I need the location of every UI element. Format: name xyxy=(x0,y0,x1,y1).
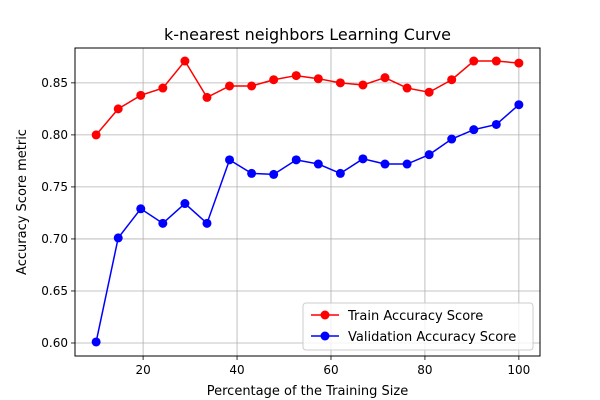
y-axis-label: Accuracy Score metric xyxy=(15,129,30,275)
train-accuracy-point xyxy=(402,83,412,93)
validation-accuracy-point xyxy=(158,218,168,228)
legend-box xyxy=(302,302,534,351)
validation-accuracy-point xyxy=(269,169,279,179)
validation-accuracy-point xyxy=(424,150,434,160)
y-tick-label: 0.80 xyxy=(41,128,68,142)
train-accuracy-point xyxy=(380,73,390,83)
y-tick-label: 0.85 xyxy=(41,76,68,90)
train-accuracy-point xyxy=(158,83,168,93)
plot-series xyxy=(91,56,524,347)
validation-accuracy-point xyxy=(447,134,457,144)
train-accuracy-point xyxy=(358,80,368,90)
chart-title: k-nearest neighbors Learning Curve xyxy=(164,25,451,44)
train-accuracy-point xyxy=(491,56,501,66)
validation-accuracy-point xyxy=(358,154,368,164)
x-tick-label: 100 xyxy=(507,363,530,377)
train-accuracy-point xyxy=(424,87,434,97)
train-accuracy-point xyxy=(247,81,257,91)
validation-accuracy-point xyxy=(91,337,101,347)
axis-ticks: 20 40 60 80 100 0.60 0.65 0.70 0.75 0.80 0.85 xyxy=(41,76,530,377)
train-accuracy-point xyxy=(335,78,345,88)
train-accuracy-point xyxy=(225,81,235,91)
train-accuracy-point xyxy=(447,75,457,85)
validation-accuracy-point xyxy=(180,199,190,209)
legend-train-label: Train Accuracy Score xyxy=(347,309,483,324)
validation-accuracy-point xyxy=(291,155,301,165)
validation-accuracy-point xyxy=(402,159,412,169)
train-accuracy-point xyxy=(113,104,123,114)
x-tick-label: 40 xyxy=(229,363,244,377)
validation-accuracy-point xyxy=(202,218,212,228)
train-accuracy-point xyxy=(469,56,479,66)
validation-accuracy-point xyxy=(469,125,479,135)
x-tick-label: 80 xyxy=(417,363,432,377)
plot-frame xyxy=(74,47,541,357)
validation-accuracy-point xyxy=(225,155,235,165)
train-accuracy-point xyxy=(313,74,323,84)
y-tick-label: 0.65 xyxy=(41,284,68,298)
validation-accuracy-point xyxy=(113,233,123,243)
train-accuracy-point xyxy=(91,130,101,140)
legend-validation-marker xyxy=(320,331,330,341)
train-accuracy-point xyxy=(136,90,146,100)
y-tick-label: 0.70 xyxy=(41,232,68,246)
x-tick-label: 20 xyxy=(135,363,150,377)
train-accuracy-point xyxy=(202,92,212,102)
legend-train-marker xyxy=(320,310,330,320)
validation-accuracy-point xyxy=(136,204,146,214)
x-axis-label: Percentage of the Training Size xyxy=(207,384,409,399)
train-accuracy-point xyxy=(180,56,190,66)
train-accuracy-point xyxy=(269,75,279,85)
validation-accuracy-point xyxy=(335,168,345,178)
train-accuracy-point xyxy=(514,58,524,68)
validation-accuracy-point xyxy=(491,119,501,129)
validation-accuracy-point xyxy=(380,159,390,169)
validation-accuracy-line xyxy=(95,104,520,343)
x-tick-label: 60 xyxy=(323,363,338,377)
train-accuracy-point xyxy=(291,71,301,81)
validation-accuracy-point xyxy=(313,159,323,169)
validation-accuracy-point xyxy=(247,168,257,178)
validation-accuracy-point xyxy=(514,100,524,110)
y-tick-label: 0.75 xyxy=(41,180,68,194)
legend: Train Accuracy Score Validation Accuracy… xyxy=(302,302,534,351)
legend-validation-label: Validation Accuracy Score xyxy=(348,330,516,345)
y-tick-label: 0.60 xyxy=(41,336,68,350)
